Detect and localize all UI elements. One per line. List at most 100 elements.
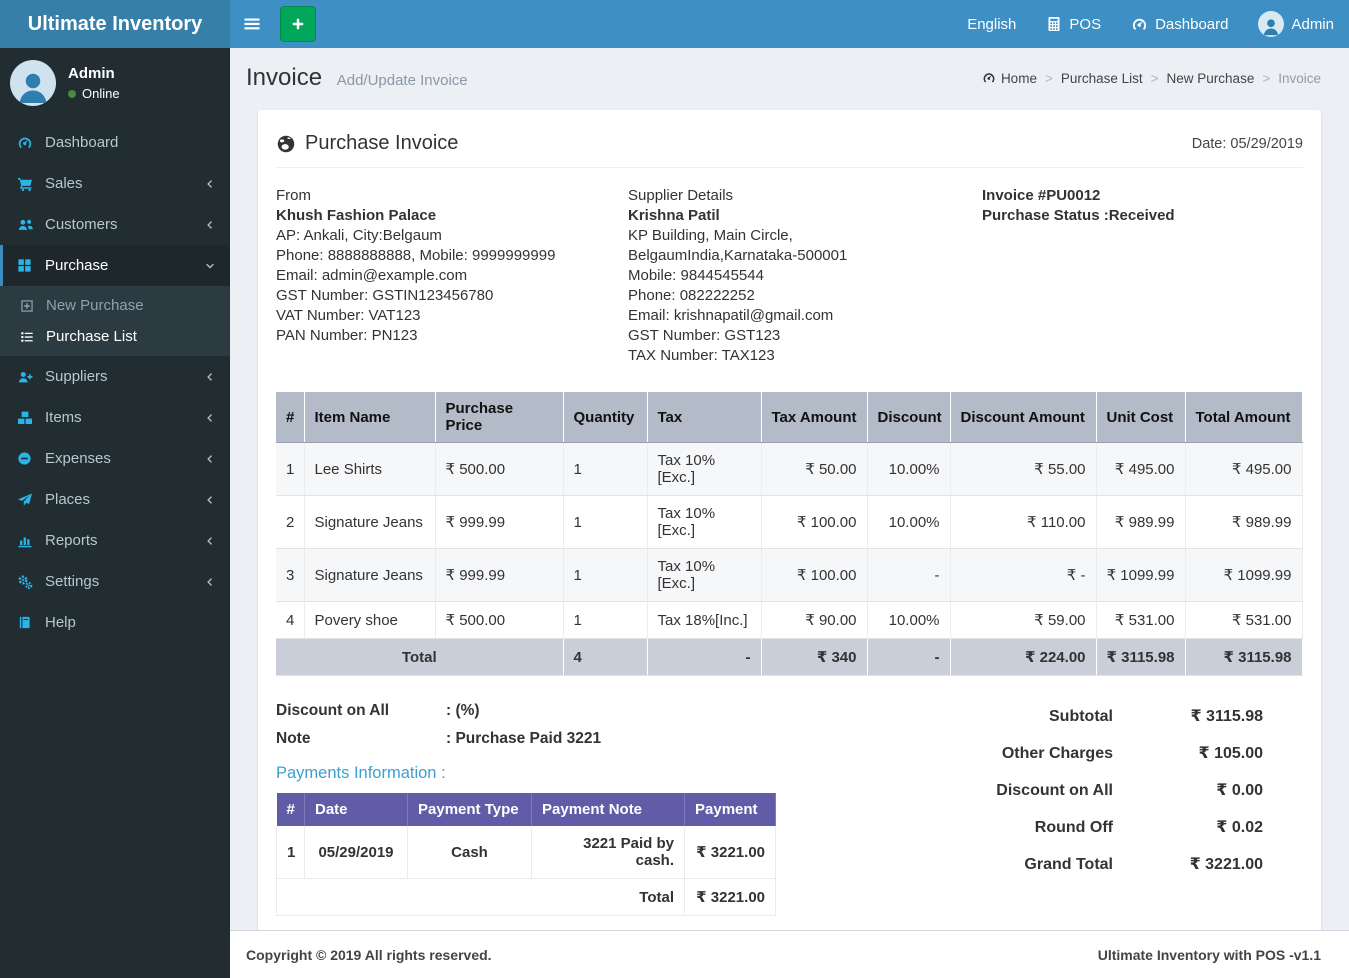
breadcrumb-purchase-list[interactable]: Purchase List	[1061, 71, 1143, 86]
item-cell: ₹ 100.00	[761, 548, 868, 602]
nav-pos[interactable]: POS	[1031, 0, 1116, 48]
paper-plane-icon	[17, 492, 45, 508]
sidebar-item-label: Settings	[45, 573, 100, 590]
top-navbar: English POS Dashboard Admin	[230, 0, 1349, 48]
page-footer: Copyright © 2019 All rights reserved. Ul…	[230, 930, 1349, 978]
summary-row-subtotal: Subtotal ₹ 3115.98	[931, 706, 1263, 726]
brand-logo[interactable]: Ultimate Inventory	[0, 0, 230, 48]
nav-user-label: Admin	[1291, 15, 1334, 33]
chevron-down-icon	[204, 260, 216, 272]
sidebar-item-purchase[interactable]: Purchase	[0, 245, 230, 286]
payments-total-value: ₹ 3221.00	[684, 878, 776, 916]
item-cell: 1	[276, 442, 305, 496]
breadcrumb-new-purchase[interactable]: New Purchase	[1167, 71, 1255, 86]
from-block: From Khush Fashion Palace AP: Ankali, Ci…	[276, 186, 628, 366]
user-plus-icon	[17, 369, 45, 385]
item-cell: ₹ 110.00	[950, 495, 1097, 549]
globe-icon	[276, 134, 296, 154]
payment-cell: 1	[276, 826, 305, 879]
sidebar-subitem-purchase-list[interactable]: Purchase List	[0, 321, 230, 352]
sidebar-item-label: Customers	[45, 216, 118, 233]
sidebar-toggle-button[interactable]	[230, 0, 274, 48]
breadcrumb-separator: >	[1150, 70, 1159, 86]
summary-label: Other Charges	[1001, 745, 1113, 762]
summary-row-grand-total: Grand Total ₹ 3221.00	[931, 854, 1263, 874]
invoice-card: Purchase Invoice Date: 05/29/2019 From K…	[258, 110, 1321, 930]
nav-dashboard-label: Dashboard	[1155, 15, 1229, 33]
sidebar-item-help[interactable]: Help	[0, 602, 230, 643]
summary-label: Round Off	[1034, 819, 1113, 836]
note-row: Note : Purchase Paid 3221	[276, 730, 916, 748]
sidebar-item-label: Dashboard	[45, 134, 119, 151]
online-status-icon	[68, 89, 76, 98]
sidebar-item-label: Items	[45, 409, 82, 426]
item-cell: Signature Jeans	[304, 495, 436, 549]
supplier-block: Supplier Details Krishna Patil KP Buildi…	[628, 186, 982, 366]
discount-on-all-value: : (%)	[446, 702, 480, 719]
sidebar-item-dashboard[interactable]: Dashboard	[0, 122, 230, 163]
items-total-cell: ₹ 3115.98	[1185, 638, 1303, 676]
item-cell: ₹ 989.99	[1096, 495, 1186, 549]
items-total-cell: -	[867, 638, 951, 676]
grid-icon	[17, 258, 45, 273]
supplier-line: Phone: 082222252	[628, 287, 755, 304]
nav-user-menu[interactable]: Admin	[1243, 0, 1349, 48]
item-cell: Tax 10%[Exc.]	[647, 495, 762, 549]
nav-language[interactable]: English	[952, 0, 1031, 48]
items-col-header: Purchase Price	[435, 392, 564, 443]
item-cell: ₹ 55.00	[950, 442, 1097, 496]
sidebar-user-status-label: Online	[82, 86, 120, 101]
breadcrumb-separator: >	[1044, 70, 1053, 86]
payment-cell: ₹ 3221.00	[684, 826, 776, 879]
items-col-header: Total Amount	[1185, 392, 1303, 443]
item-cell: Tax 18%[Inc.]	[647, 601, 762, 639]
nav-dashboard[interactable]: Dashboard	[1116, 0, 1243, 48]
sidebar-item-places[interactable]: Places	[0, 479, 230, 520]
invoice-info-section: From Khush Fashion Palace AP: Ankali, Ci…	[276, 168, 1303, 366]
chevron-left-icon	[204, 371, 216, 383]
page-subtitle: Add/Update Invoice	[336, 72, 468, 89]
from-line: VAT Number: VAT123	[276, 307, 421, 324]
sidebar-item-suppliers[interactable]: Suppliers	[0, 356, 230, 397]
items-col-header: Tax Amount	[761, 392, 868, 443]
sidebar-item-label: Suppliers	[45, 368, 108, 385]
sidebar-item-items[interactable]: Items	[0, 397, 230, 438]
from-line: AP: Ankali, City:Belgaum	[276, 227, 442, 244]
sidebar-item-customers[interactable]: Customers	[0, 204, 230, 245]
item-cell: Tax 10%[Exc.]	[647, 442, 762, 496]
item-cell: ₹ 989.99	[1185, 495, 1303, 549]
item-row: 3 Signature Jeans ₹ 999.99 1 Tax 10%[Exc…	[276, 548, 1303, 602]
chevron-left-icon	[204, 535, 216, 547]
gears-icon	[17, 574, 45, 590]
sidebar-subitem-new-purchase[interactable]: New Purchase	[0, 290, 230, 321]
summary-row-discount: Discount on All ₹ 0.00	[931, 780, 1263, 800]
item-cell: ₹ 59.00	[950, 601, 1097, 639]
items-table: # Item Name Purchase Price Quantity Tax …	[276, 392, 1303, 676]
summary-label: Discount on All	[996, 782, 1113, 799]
sidebar-item-expenses[interactable]: Expenses	[0, 438, 230, 479]
sidebar-item-reports[interactable]: Reports	[0, 520, 230, 561]
sidebar-user-panel: Admin Online	[0, 48, 230, 118]
item-cell: ₹ 500.00	[435, 601, 564, 639]
from-name: Khush Fashion Palace	[276, 207, 437, 224]
sidebar-item-label: Purchase	[45, 257, 109, 274]
item-cell: ₹ 90.00	[761, 601, 868, 639]
breadcrumb-home[interactable]: Home	[982, 71, 1037, 86]
note-label: Note	[276, 730, 311, 747]
items-col-header: #	[276, 392, 305, 443]
items-total-cell: ₹ 340	[761, 638, 868, 676]
sidebar-subitem-label: Purchase List	[46, 328, 137, 345]
plus-square-icon	[20, 299, 46, 313]
from-heading: From	[276, 187, 311, 204]
invoice-card-header: Purchase Invoice Date: 05/29/2019	[276, 126, 1303, 168]
quick-add-button[interactable]	[280, 6, 316, 42]
sidebar-item-settings[interactable]: Settings	[0, 561, 230, 602]
item-cell: ₹ -	[950, 548, 1097, 602]
item-row: 4 Povery shoe ₹ 500.00 1 Tax 18%[Inc.] ₹…	[276, 601, 1303, 639]
purchase-status: Purchase Status :Received	[982, 207, 1175, 224]
sidebar-item-sales[interactable]: Sales	[0, 163, 230, 204]
invoice-card-title: Purchase Invoice	[276, 132, 458, 155]
payment-cell: 05/29/2019	[304, 826, 408, 879]
item-cell: 2	[276, 495, 305, 549]
page-title-text: Invoice	[246, 64, 323, 91]
